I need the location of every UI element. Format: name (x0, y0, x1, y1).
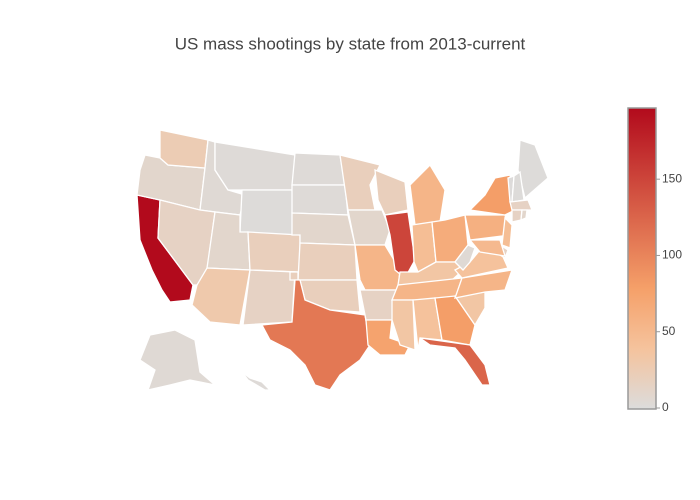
state (297, 242, 358, 281)
colorbar-tick-label: 50 (662, 324, 676, 338)
state (468, 174, 516, 216)
state (365, 319, 411, 356)
state (409, 163, 446, 226)
state (434, 295, 476, 346)
state (509, 199, 533, 211)
state (501, 216, 513, 249)
state (159, 129, 209, 169)
state (517, 139, 549, 200)
state (291, 212, 356, 246)
state (291, 184, 349, 216)
state (520, 209, 528, 222)
state (339, 154, 381, 211)
state (291, 152, 346, 186)
colorbar-tick-label: 100 (662, 248, 682, 262)
colorbar-tick-label: 0 (662, 400, 669, 414)
state (454, 244, 476, 271)
state (214, 141, 296, 191)
state (247, 231, 301, 273)
map (136, 129, 549, 391)
state (241, 371, 272, 391)
state (347, 209, 391, 246)
state (139, 329, 218, 391)
colorbar (627, 107, 657, 410)
colorbar-tick-label: 150 (662, 171, 682, 185)
state (391, 299, 416, 351)
state (419, 337, 491, 386)
state (374, 168, 409, 216)
state (468, 239, 506, 257)
state (239, 189, 296, 239)
state (260, 279, 371, 391)
state (242, 269, 296, 326)
chart-title: US mass shootings by state from 2013-cur… (175, 34, 526, 53)
